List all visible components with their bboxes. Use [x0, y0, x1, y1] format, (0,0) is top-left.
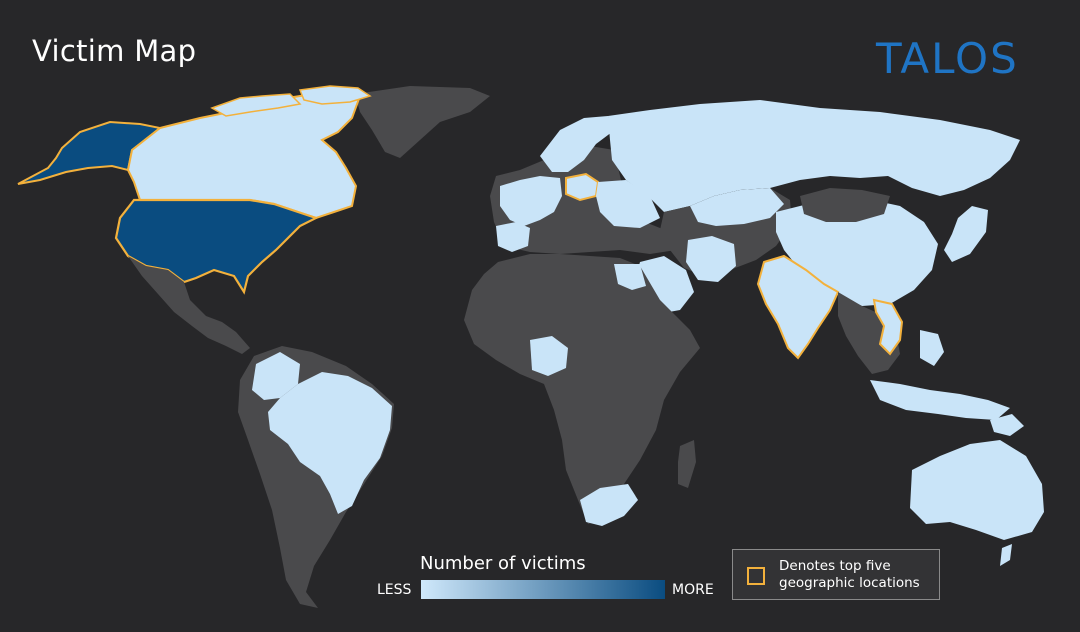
region-greenland [355, 86, 490, 158]
legend-title: Number of victims [420, 553, 586, 574]
outline-swatch-icon [747, 567, 765, 585]
region-mexico [128, 256, 250, 354]
key-line-2: geographic locations [779, 575, 920, 591]
region-scandinavia [540, 116, 612, 172]
region-india [756, 254, 840, 360]
region-poland [565, 172, 600, 202]
legend-gradient-bar [421, 580, 665, 599]
talos-logo: TALOS [876, 34, 1019, 83]
region-indonesia [870, 380, 1010, 420]
region-philippines [920, 330, 944, 366]
region-japan [944, 206, 988, 262]
region-colombia [252, 352, 300, 400]
region-new-zealand [1000, 544, 1012, 566]
region-madagascar [678, 440, 696, 488]
region-mongolia [800, 188, 890, 222]
region-papua [990, 414, 1024, 436]
legend-low-label: LESS [377, 582, 412, 598]
region-russia [608, 100, 1020, 212]
region-se-asia-base [838, 292, 900, 374]
region-kazakhstan [690, 188, 784, 226]
region-canada-islands [298, 85, 372, 105]
region-nigeria [530, 336, 568, 376]
top-five-key: Denotes top five geographic locations [732, 549, 940, 600]
region-australia [910, 440, 1044, 540]
legend-high-label: MORE [672, 582, 714, 598]
key-line-1: Denotes top five [779, 558, 891, 574]
region-alaska [17, 120, 163, 185]
region-canada-arctic [210, 93, 302, 117]
region-iran [686, 236, 736, 282]
region-south-africa [580, 484, 638, 526]
region-iberia [496, 222, 530, 252]
page-title: Victim Map [32, 34, 197, 68]
region-egypt [614, 264, 646, 290]
region-africa [464, 254, 700, 524]
key-text: Denotes top five geographic locations [779, 558, 920, 592]
region-brazil [268, 372, 392, 514]
region-vietnam [872, 298, 904, 356]
region-western-europe [500, 176, 562, 226]
